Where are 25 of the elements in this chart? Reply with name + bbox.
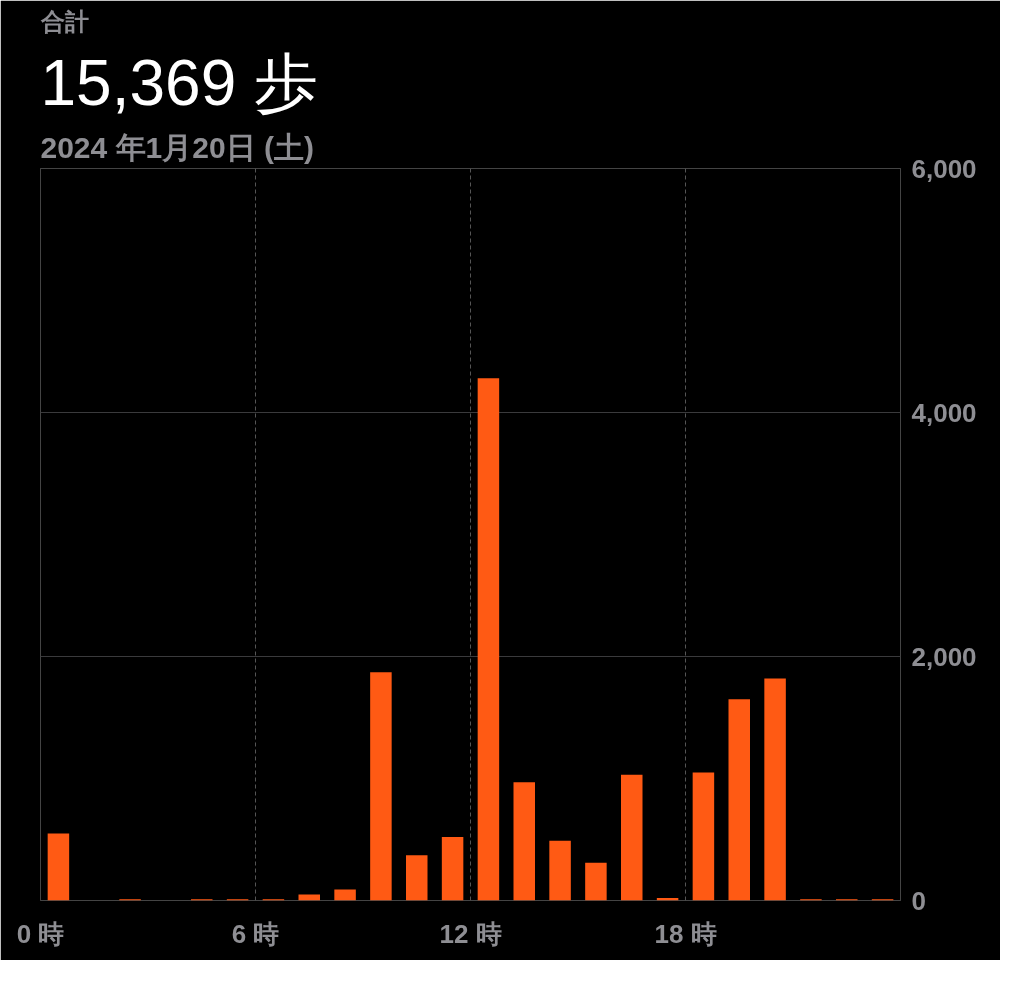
bar xyxy=(692,772,715,901)
bar xyxy=(477,378,500,901)
bar xyxy=(47,833,70,901)
y-tick-label: 0 xyxy=(911,885,926,916)
x-tick-label: 12 時 xyxy=(439,918,502,949)
bar xyxy=(728,699,750,901)
x-tick-label: 6 時 xyxy=(231,918,280,949)
bar xyxy=(549,840,571,901)
chart-title: 15,369 歩 xyxy=(40,46,319,119)
bar xyxy=(298,894,320,901)
bar xyxy=(585,862,607,901)
bar xyxy=(621,774,643,901)
y-tick-label: 6,000 xyxy=(911,153,977,184)
y-tick-label: 2,000 xyxy=(911,641,977,672)
bar xyxy=(406,855,428,901)
bar xyxy=(370,672,392,901)
bar xyxy=(513,782,535,901)
x-tick-label: 0 時 xyxy=(16,918,65,949)
bar xyxy=(334,889,356,901)
x-tick-label: 18 時 xyxy=(654,918,717,949)
chart-subtitle: 2024 年1月20日 (土) xyxy=(40,130,314,164)
text: 合計 xyxy=(39,7,89,35)
y-tick-label: 4,000 xyxy=(911,397,977,428)
bar xyxy=(441,837,464,901)
bar xyxy=(764,678,786,901)
